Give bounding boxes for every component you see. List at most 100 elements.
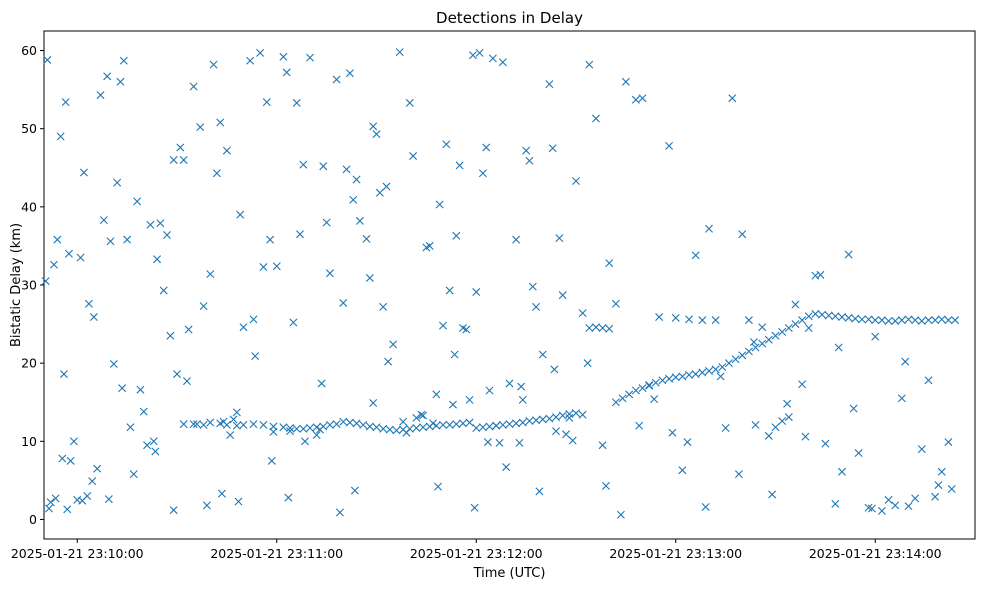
detection-marker xyxy=(658,376,667,385)
detection-marker xyxy=(734,470,743,479)
detection-marker xyxy=(434,482,443,491)
detection-marker xyxy=(49,260,58,269)
detection-marker xyxy=(199,302,208,311)
detection-marker xyxy=(292,424,301,433)
detection-marker xyxy=(824,311,833,320)
detection-marker xyxy=(369,122,378,131)
detection-marker xyxy=(834,343,843,352)
detection-marker xyxy=(618,394,627,403)
detection-marker xyxy=(93,464,102,473)
detection-marker xyxy=(339,298,348,307)
detection-marker xyxy=(635,421,644,430)
detection-marker xyxy=(445,286,454,295)
chart-title: Detections in Delay xyxy=(436,9,583,27)
detection-marker xyxy=(601,481,610,490)
detection-marker xyxy=(698,316,707,325)
detection-marker xyxy=(631,386,640,395)
detection-marker xyxy=(249,315,258,324)
detection-marker xyxy=(591,114,600,123)
detection-marker xyxy=(611,299,620,308)
detection-marker xyxy=(301,437,310,446)
detection-marker xyxy=(758,323,767,332)
detection-marker xyxy=(126,423,135,432)
detection-marker xyxy=(375,188,384,197)
detection-marker xyxy=(173,370,181,379)
detection-marker xyxy=(844,250,853,259)
detection-marker xyxy=(417,410,426,419)
detection-marker xyxy=(821,439,830,448)
detection-marker xyxy=(335,508,344,517)
detection-marker xyxy=(106,237,115,246)
detection-marker xyxy=(399,417,408,426)
detection-marker xyxy=(482,143,491,152)
detection-marker xyxy=(435,200,444,209)
detection-marker xyxy=(133,197,142,206)
detection-marker xyxy=(605,324,614,333)
detection-marker xyxy=(857,315,866,324)
detection-marker xyxy=(778,416,787,425)
detection-marker xyxy=(591,323,600,332)
detection-marker xyxy=(212,169,221,178)
detection-marker xyxy=(485,422,494,431)
detection-marker xyxy=(189,82,198,91)
detection-marker xyxy=(104,495,113,504)
detection-marker xyxy=(768,490,777,499)
detection-marker xyxy=(791,300,800,309)
detection-marker xyxy=(452,420,461,429)
detection-marker xyxy=(452,231,461,240)
detection-marker xyxy=(711,316,720,325)
detection-marker xyxy=(76,253,85,262)
detection-marker xyxy=(63,505,72,514)
detection-marker xyxy=(179,155,188,164)
detection-marker xyxy=(532,302,541,311)
x-tick-label: 2025-01-21 23:14:00 xyxy=(809,546,942,561)
detection-marker xyxy=(515,438,524,447)
detection-marker xyxy=(572,177,580,186)
detection-marker xyxy=(339,417,348,426)
detection-marker xyxy=(58,454,67,463)
detection-marker xyxy=(911,316,920,325)
detection-marker xyxy=(538,415,547,424)
detection-marker xyxy=(585,60,594,69)
detection-marker xyxy=(96,91,105,100)
detection-marker xyxy=(668,428,677,437)
detection-marker xyxy=(784,323,793,332)
detection-marker xyxy=(389,340,398,349)
detection-marker xyxy=(216,118,225,127)
detection-marker xyxy=(655,313,664,322)
plot-area xyxy=(43,30,976,540)
detection-marker xyxy=(306,424,314,433)
detection-marker xyxy=(412,424,421,433)
detection-marker xyxy=(359,420,368,429)
detection-marker xyxy=(550,365,559,374)
detection-marker xyxy=(267,456,276,465)
detection-marker xyxy=(548,144,557,153)
detection-marker xyxy=(937,315,946,324)
detection-marker xyxy=(458,419,467,428)
detection-marker xyxy=(69,437,78,446)
detection-marker xyxy=(325,420,334,429)
detection-marker xyxy=(685,315,694,324)
detection-marker xyxy=(698,368,707,377)
detection-marker xyxy=(153,255,162,264)
detection-marker xyxy=(259,420,268,429)
detection-marker xyxy=(462,325,471,334)
detection-marker xyxy=(272,262,281,271)
detection-marker xyxy=(239,420,248,429)
detection-marker xyxy=(64,249,73,258)
detection-marker xyxy=(299,160,308,169)
detection-marker xyxy=(119,56,128,65)
detection-marker xyxy=(470,503,479,512)
detection-marker xyxy=(352,419,361,428)
detection-marker xyxy=(425,241,434,250)
detection-marker xyxy=(286,427,295,436)
detection-marker xyxy=(904,502,913,511)
detection-marker xyxy=(771,423,780,432)
detection-marker xyxy=(525,416,534,425)
detection-marker xyxy=(701,502,710,511)
detection-marker xyxy=(103,72,112,81)
detection-marker xyxy=(61,98,70,107)
detection-marker xyxy=(209,60,218,69)
detection-marker xyxy=(472,424,481,433)
detection-marker xyxy=(226,431,235,440)
